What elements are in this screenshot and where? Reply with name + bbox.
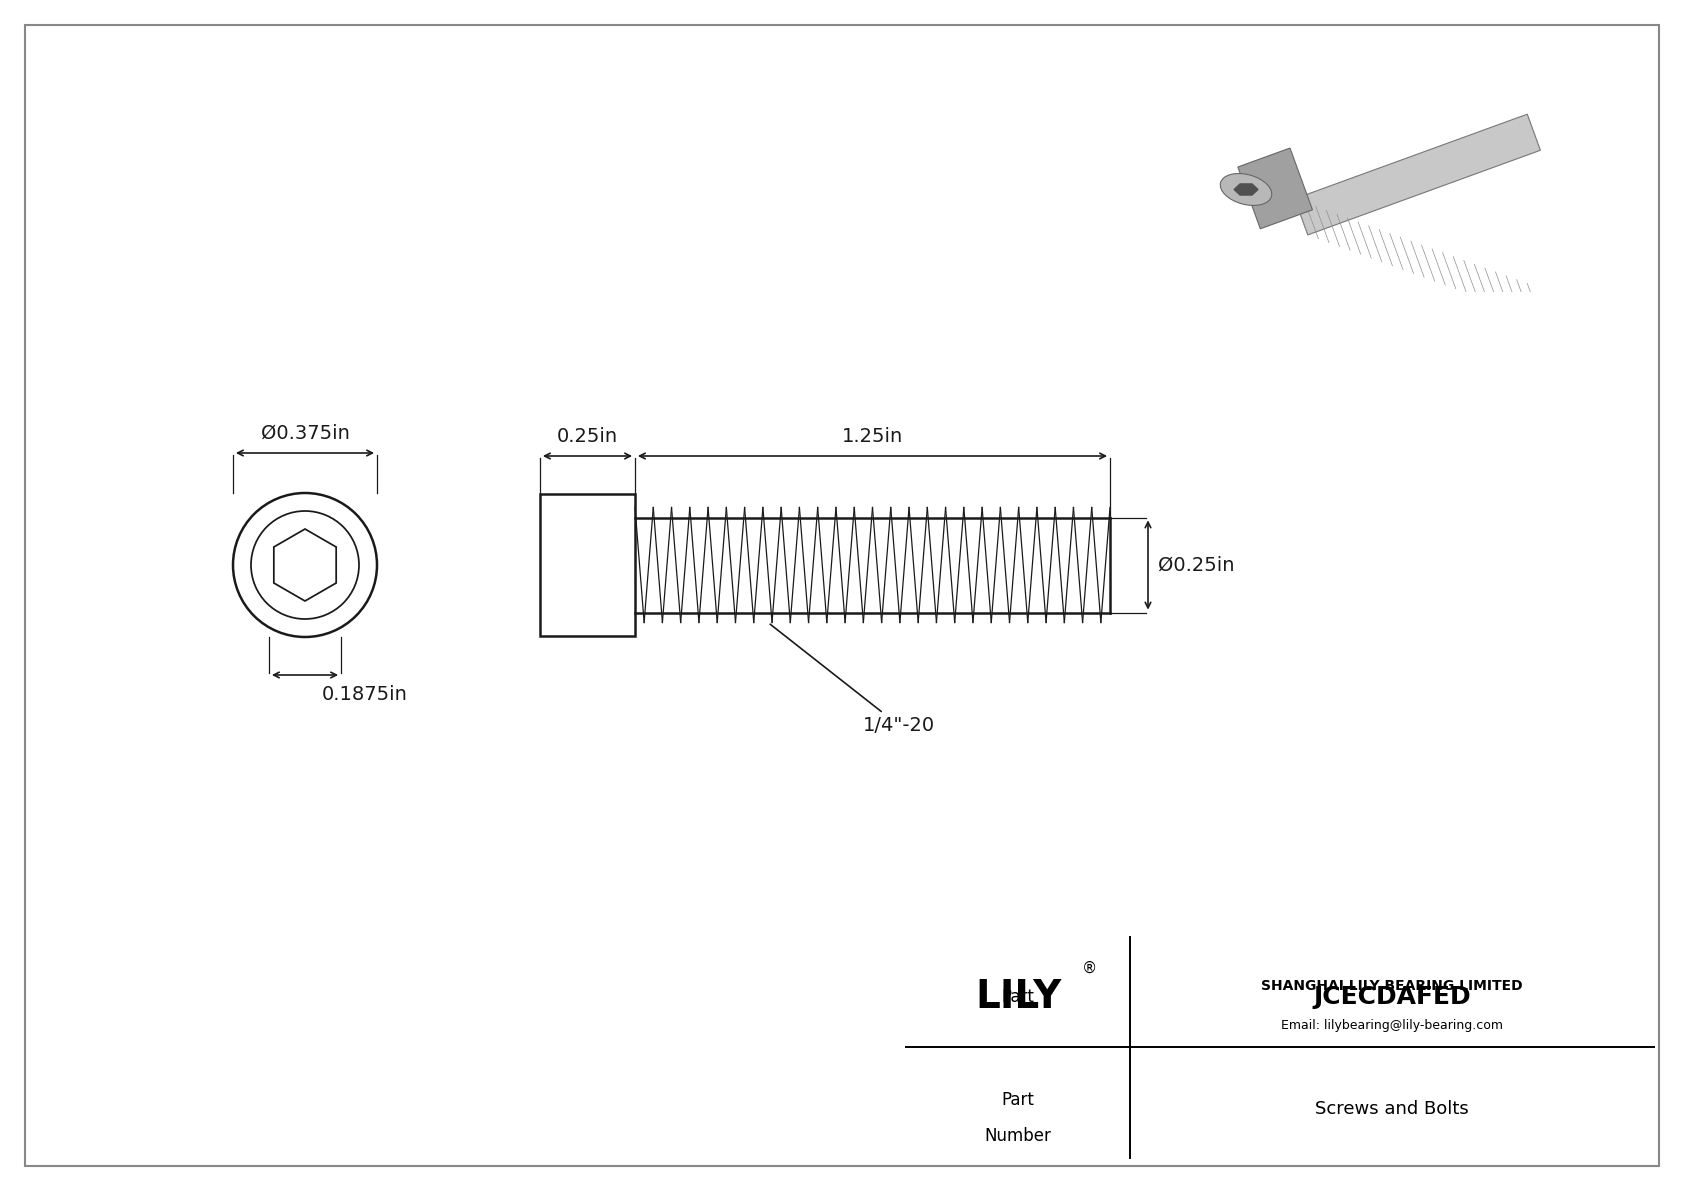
Text: Email: lilybearing@lily-bearing.com: Email: lilybearing@lily-bearing.com bbox=[1282, 1019, 1504, 1031]
Text: LILY: LILY bbox=[975, 978, 1061, 1016]
Text: JCECDAFED: JCECDAFED bbox=[1314, 985, 1470, 1009]
Polygon shape bbox=[1234, 183, 1258, 195]
Text: Number: Number bbox=[985, 1127, 1051, 1145]
Ellipse shape bbox=[1221, 174, 1271, 205]
Polygon shape bbox=[1238, 148, 1312, 229]
Circle shape bbox=[251, 511, 359, 619]
Text: Screws and Bolts: Screws and Bolts bbox=[1315, 1100, 1468, 1118]
Text: SHANGHAI LILY BEARING LIMITED: SHANGHAI LILY BEARING LIMITED bbox=[1261, 979, 1522, 993]
Text: ®: ® bbox=[1081, 961, 1096, 975]
Text: 0.25in: 0.25in bbox=[557, 428, 618, 445]
Text: Part: Part bbox=[1002, 987, 1034, 1006]
Polygon shape bbox=[1295, 114, 1541, 235]
Circle shape bbox=[232, 493, 377, 637]
Text: 0.1875in: 0.1875in bbox=[322, 685, 408, 704]
Text: 1/4"-20: 1/4"-20 bbox=[770, 624, 935, 735]
Text: Ø0.375in: Ø0.375in bbox=[261, 424, 350, 443]
Text: 1.25in: 1.25in bbox=[842, 428, 903, 445]
Polygon shape bbox=[274, 529, 337, 601]
Bar bbox=[541, 494, 635, 636]
Text: Part: Part bbox=[1002, 1091, 1034, 1109]
Text: Ø0.25in: Ø0.25in bbox=[1159, 555, 1234, 574]
